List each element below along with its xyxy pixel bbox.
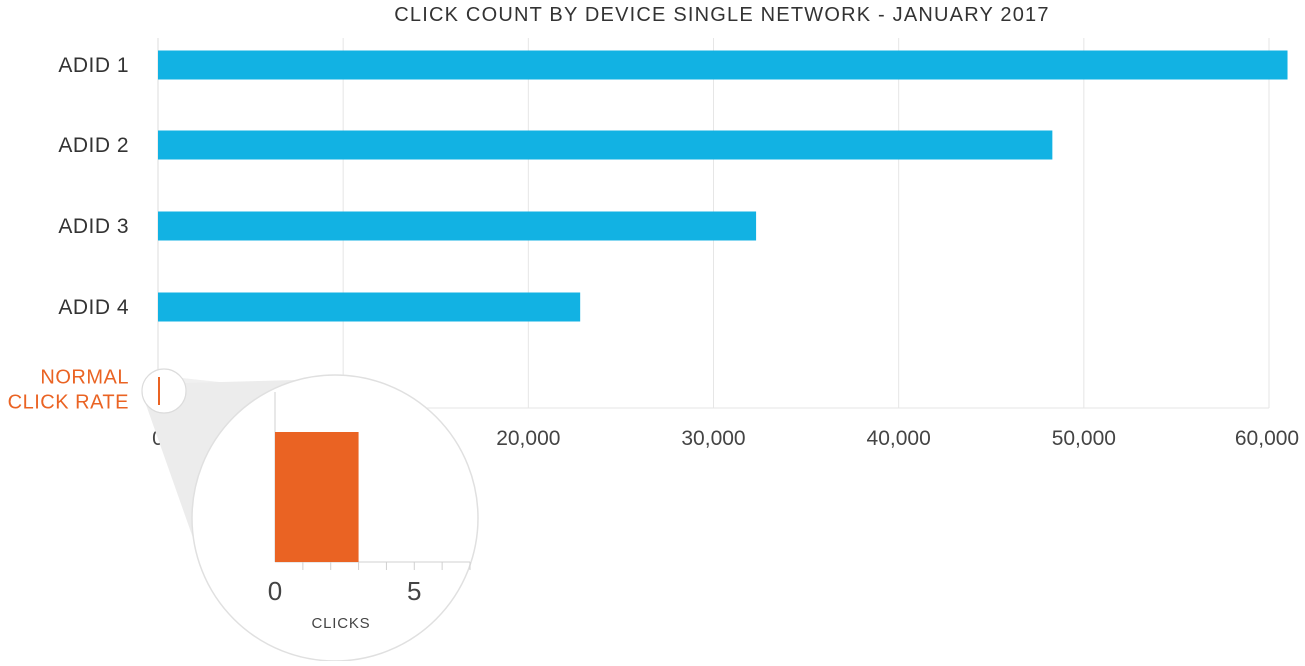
inset-tick-label: 0 — [268, 576, 282, 606]
zoom-source-bar — [158, 377, 160, 405]
inset-tick-label: 5 — [407, 576, 421, 606]
chart-title: CLICK COUNT BY DEVICE SINGLE NETWORK - J… — [394, 4, 1049, 26]
bar — [158, 292, 581, 322]
inset-bar — [275, 432, 359, 562]
bar — [158, 50, 1288, 80]
x-tick-label: 40,000 — [867, 427, 931, 450]
category-label: CLICK RATE — [8, 392, 129, 414]
x-tick-label: 30,000 — [681, 427, 745, 450]
category-label: ADID 1 — [58, 54, 129, 77]
category-label: ADID 3 — [58, 215, 129, 238]
x-tick-label: 20,000 — [496, 427, 560, 450]
bar — [158, 130, 1053, 160]
category-label: ADID 4 — [58, 296, 129, 319]
bar-layer — [158, 50, 1288, 403]
x-tick-label: 60,000 — [1235, 427, 1299, 450]
bar — [158, 211, 757, 241]
x-tick-label: 50,000 — [1052, 427, 1116, 450]
category-label-layer: ADID 1 ADID 2 ADID 3 ADID 4 NORMAL CLICK RATE — [8, 54, 129, 414]
category-label: ADID 2 — [58, 134, 129, 157]
category-label: NORMAL — [40, 367, 129, 389]
zoom-source-circle — [141, 368, 187, 414]
zoom-inset: 0 5 CLICKS — [141, 368, 479, 662]
inset-x-axis-label: CLICKS — [312, 615, 371, 632]
grid-layer — [157, 38, 1270, 409]
